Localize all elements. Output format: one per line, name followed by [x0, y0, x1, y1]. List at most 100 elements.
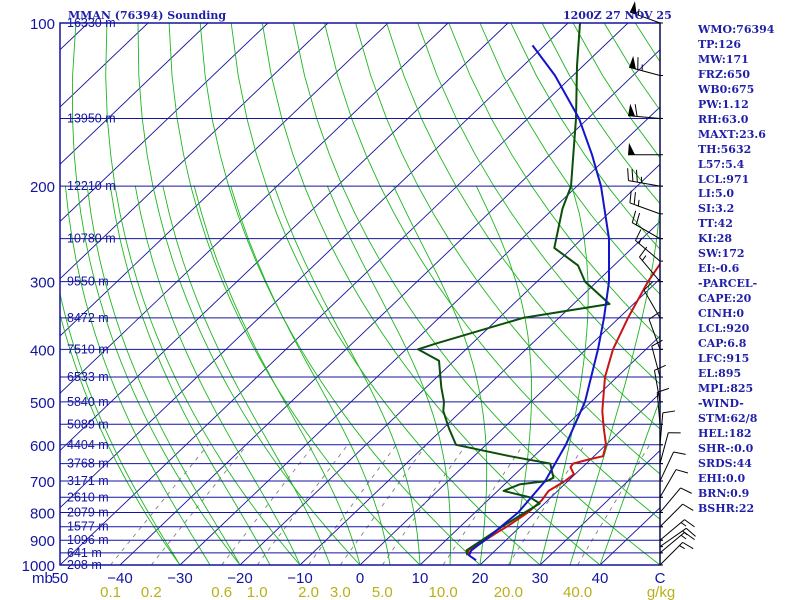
- moist-adiabat-line: [475, 186, 533, 565]
- isotherm-line: [239, 163, 660, 565]
- index-value: LCL:971: [698, 172, 750, 186]
- wind-barb-full-feather: [680, 487, 692, 494]
- isotherm-line: [539, 449, 660, 565]
- isotherm-line: [179, 106, 660, 565]
- index-value: EI:-0.6: [698, 262, 740, 276]
- wind-barb-shaft: [656, 392, 661, 425]
- wind-barb: [635, 229, 663, 262]
- wind-barb: [629, 190, 663, 215]
- isotherm-line: [60, 23, 449, 394]
- wind-barb-full-feather: [682, 541, 694, 550]
- index-value: -PARCEL-: [698, 277, 758, 291]
- wind-barb-pennant: [629, 55, 636, 70]
- mixing-ratio-label: 3.0: [330, 584, 351, 600]
- moist-adiabat-line: [539, 186, 589, 565]
- wind-barb: [651, 339, 663, 378]
- index-value: SW:172: [698, 247, 745, 261]
- moist-adiabat-line: [273, 186, 421, 565]
- index-value: CAPE:20: [698, 292, 752, 306]
- station-title: MMAN (76394) Sounding: [68, 9, 227, 22]
- wind-barb-full-feather: [635, 229, 642, 241]
- wind-barb-shaft: [653, 370, 661, 402]
- index-value: WMO:76394: [698, 23, 775, 36]
- wind-barb-full-feather: [662, 410, 676, 414]
- wind-barb-half-feather: [680, 522, 687, 527]
- height-labels: 16330 m 13950 m 12210 m 10780 m 9550 m 8472 m…: [67, 16, 116, 572]
- height-label: 6533 m: [67, 370, 109, 384]
- wind-barb-shaft: [659, 531, 685, 554]
- index-value: PW:1.12: [698, 97, 749, 111]
- mixing-ratio-label: 2.0: [298, 584, 319, 600]
- wind-barb-full-feather: [639, 246, 648, 258]
- pressure-tick-label: 400: [30, 342, 55, 359]
- index-value: BSHR:22: [698, 501, 755, 515]
- wind-barb-half-feather: [637, 8, 640, 16]
- wind-barb: [648, 311, 663, 350]
- mixing-ratio-label: 40.0: [563, 584, 592, 600]
- height-label: 3171 m: [67, 474, 109, 488]
- isobar-lines: [60, 22, 663, 566]
- wind-barb-full-feather: [684, 519, 695, 528]
- index-value: HEL:182: [698, 426, 752, 440]
- wind-barb-half-feather: [637, 199, 640, 207]
- temperature-tick-label: 30: [532, 570, 549, 587]
- wind-barb-full-feather: [643, 281, 654, 291]
- wind-barb: [628, 103, 663, 119]
- temperature-tick-labels: 50 −40 −30 −20 −10 0 10 20 30 40 C: [52, 570, 666, 587]
- wind-barb-shaft: [659, 542, 683, 566]
- temperature-tick-label: −40: [107, 570, 132, 587]
- dry-adiabat-line: [137, 23, 361, 565]
- wind-barb-half-feather: [641, 255, 647, 261]
- mixing-ratio-line: [256, 444, 349, 565]
- index-value: EL:895: [698, 366, 742, 380]
- wind-barb: [659, 469, 689, 498]
- height-label: 9550 m: [67, 275, 109, 289]
- mixing-ratio-tick-labels: 0.1 0.2 0.6 1.0 2.0 3.0 5.0 10.0 20.0 40.0 g/kg: [100, 584, 675, 600]
- parcel-profile-line: [468, 44, 610, 562]
- mixing-ratio-line: [442, 444, 524, 565]
- wind-barb-full-feather: [675, 469, 689, 474]
- wind-barb-shaft: [659, 469, 677, 498]
- temperature-tick-label: 40: [592, 570, 609, 587]
- index-value: -WIND-: [698, 396, 744, 410]
- wind-barb-full-feather: [635, 169, 638, 183]
- wind-barb-shaft: [659, 451, 674, 482]
- height-label: 4404 m: [67, 438, 109, 452]
- wind-barb-pennant: [629, 1, 637, 15]
- isotherm-line: [60, 23, 569, 509]
- wind-barb-shaft: [659, 487, 681, 513]
- wind-barb-shaft: [659, 412, 664, 445]
- mixing-ratio-label: 5.0: [372, 584, 393, 600]
- index-value: FRZ:650: [698, 67, 751, 81]
- index-value: MW:171: [698, 52, 749, 66]
- observation-time: 1200Z 27 NOV 25: [563, 9, 672, 22]
- profile-lines: [417, 23, 660, 562]
- index-value: TH:5632: [698, 142, 752, 156]
- moist-adiabat-lines: [60, 186, 660, 565]
- wind-barb-shaft: [635, 240, 661, 262]
- mixing-ratio-label: 1.0: [247, 584, 268, 600]
- pressure-tick-label: 1000: [22, 558, 55, 575]
- wind-barb-full-feather: [634, 104, 638, 117]
- dewpoint-profile-line: [417, 23, 611, 556]
- wind-barb-shaft: [659, 432, 669, 464]
- pressure-tick-label: 700: [30, 474, 55, 491]
- dry-adiabat-line: [168, 23, 421, 565]
- height-label: 641 m: [67, 546, 102, 560]
- mixing-ratio-label: 10.0: [429, 584, 458, 600]
- temperature-tick-label: 20: [472, 570, 489, 587]
- isotherm-line: [299, 220, 660, 565]
- height-label: 3768 m: [67, 457, 109, 471]
- index-value: L57:5.4: [698, 157, 745, 171]
- wind-barb-shaft: [629, 11, 661, 24]
- height-label: 2610 m: [67, 490, 109, 504]
- temperature-tick-label: C: [655, 570, 666, 587]
- wind-barb-full-feather: [682, 503, 694, 511]
- index-value: LCL:920: [698, 322, 750, 336]
- wind-barb: [659, 519, 695, 541]
- wind-barb-pennant: [628, 103, 636, 117]
- wind-barb-full-feather: [648, 311, 660, 320]
- wind-barb: [659, 531, 695, 554]
